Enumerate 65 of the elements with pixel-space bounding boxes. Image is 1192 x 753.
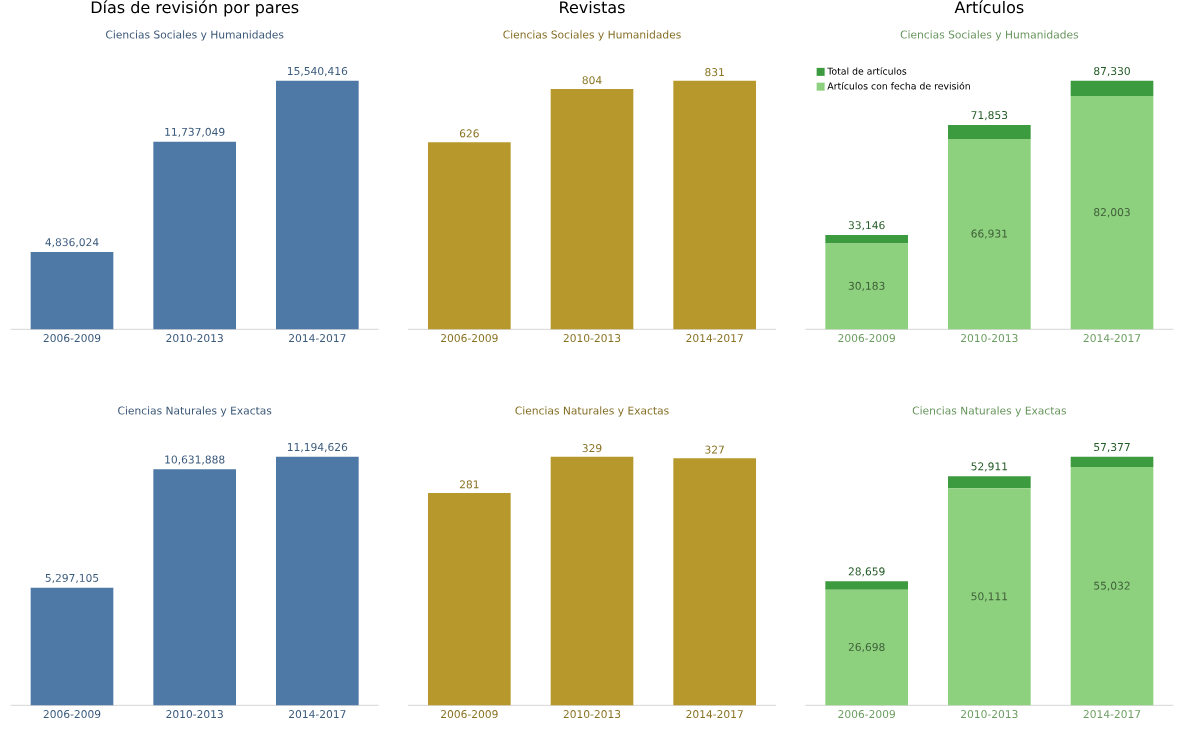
data-label: 327 xyxy=(705,445,724,454)
x-tick-label: 2010-2013 xyxy=(563,333,621,342)
chart-subtitle: Ciencias Sociales y Humanidades xyxy=(503,30,681,41)
total-label: 57,377 xyxy=(1094,442,1130,452)
total-label: 87,330 xyxy=(1094,66,1130,76)
total-label: 28,659 xyxy=(848,567,885,577)
bar xyxy=(948,488,1031,706)
x-tick-label: 2006-2009 xyxy=(43,333,101,342)
x-tick-label: 2014-2017 xyxy=(289,333,346,342)
bar xyxy=(825,243,909,330)
data-label: 281 xyxy=(459,480,479,489)
x-tick-label: 2014-2017 xyxy=(289,709,346,718)
chart-subtitle: Ciencias Sociales y Humanidades xyxy=(106,30,284,41)
data-label: 10,631,888 xyxy=(165,455,225,465)
bar xyxy=(1070,456,1154,467)
bar xyxy=(825,234,909,244)
bar xyxy=(825,581,909,590)
total-label: 52,911 xyxy=(971,462,1007,472)
bar xyxy=(948,138,1031,330)
data-label: 26,698 xyxy=(848,642,885,652)
chart-title: Artículos xyxy=(954,0,1024,14)
bar xyxy=(1070,466,1154,706)
data-label: 804 xyxy=(582,75,602,85)
x-tick-label: 2006-2009 xyxy=(43,709,101,718)
x-tick-label: 2006-2009 xyxy=(838,333,895,342)
x-tick-label: 2014-2017 xyxy=(1083,709,1141,718)
data-label: 30,183 xyxy=(848,281,885,291)
bar xyxy=(825,589,909,706)
data-label: 11,737,049 xyxy=(165,127,225,137)
data-label: 831 xyxy=(705,67,724,76)
bar xyxy=(1070,95,1154,330)
x-tick-label: 2010-2013 xyxy=(961,333,1018,342)
x-tick-label: 2010-2013 xyxy=(166,333,223,342)
data-label: 329 xyxy=(582,443,602,452)
chart-title: Revistas xyxy=(560,0,625,14)
chart-title: Ciencias Naturales y Exactas xyxy=(118,406,272,417)
x-tick-label: 2010-2013 xyxy=(166,709,223,718)
data-label: 66,931 xyxy=(971,229,1007,239)
total-label: 71,853 xyxy=(971,110,1008,121)
total-label: 33,146 xyxy=(848,220,885,231)
x-tick-label: 2014-2017 xyxy=(686,333,743,342)
data-label: 11,194,626 xyxy=(287,442,348,452)
x-tick-label: 2006-2009 xyxy=(441,709,498,718)
x-tick-label: 2010-2013 xyxy=(563,709,621,718)
bar xyxy=(948,124,1031,139)
legend-label: Artículos con fecha de revisión xyxy=(827,81,970,90)
x-tick-label: 2010-2013 xyxy=(961,709,1018,718)
legend-label: Total de artículos xyxy=(827,66,907,75)
bar xyxy=(948,476,1031,489)
data-label: 55,032 xyxy=(1094,581,1130,591)
chart-subtitle: Ciencias Sociales y Humanidades xyxy=(900,30,1079,41)
chart-title: Días de revisión por pares xyxy=(91,0,299,17)
chart-title: Ciencias Naturales y Exactas xyxy=(515,406,669,417)
x-tick-label: 2006-2009 xyxy=(441,333,498,342)
data-label: 5,297,105 xyxy=(45,573,99,583)
x-tick-label: 2014-2017 xyxy=(1083,333,1141,342)
data-label: 15,540,416 xyxy=(287,66,348,76)
chart-title: Ciencias Naturales y Exactas xyxy=(912,406,1066,417)
data-label: 626 xyxy=(459,129,479,138)
x-tick-label: 2006-2009 xyxy=(838,709,895,718)
bar xyxy=(1070,80,1154,96)
data-label: 82,003 xyxy=(1094,207,1130,218)
data-label: 4,836,024 xyxy=(45,237,99,248)
data-label: 50,111 xyxy=(971,592,1007,602)
x-tick-label: 2014-2017 xyxy=(686,709,743,718)
